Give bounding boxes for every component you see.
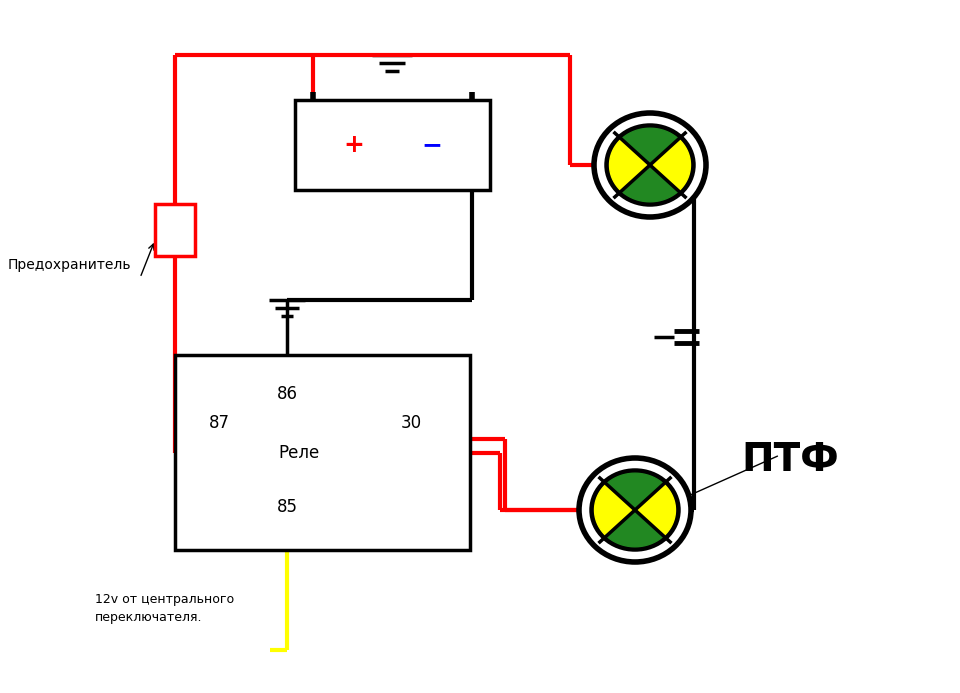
Polygon shape [621, 128, 679, 165]
Text: Предохранитель: Предохранитель [8, 258, 132, 272]
Polygon shape [610, 139, 650, 191]
Bar [175, 355, 470, 550]
Polygon shape [607, 510, 663, 547]
Ellipse shape [579, 458, 691, 562]
Polygon shape [594, 484, 635, 536]
Polygon shape [650, 139, 690, 191]
Text: 85: 85 [276, 498, 298, 516]
Bar [295, 100, 490, 190]
Bar [155, 204, 195, 256]
Polygon shape [635, 484, 676, 536]
Text: −: − [421, 133, 442, 157]
Text: 30: 30 [400, 414, 421, 432]
Ellipse shape [594, 113, 706, 217]
Text: +: + [343, 133, 364, 157]
Text: 87: 87 [208, 414, 229, 432]
Text: Реле: Реле [278, 444, 320, 462]
Polygon shape [607, 473, 663, 510]
Polygon shape [621, 165, 679, 202]
Text: ПТФ: ПТФ [741, 441, 839, 479]
Text: переключателя.: переключателя. [95, 611, 203, 624]
Text: 12v от центрального: 12v от центрального [95, 593, 234, 606]
Ellipse shape [591, 470, 679, 550]
Text: 86: 86 [276, 385, 298, 403]
Ellipse shape [606, 125, 694, 205]
Ellipse shape [600, 119, 700, 211]
Ellipse shape [585, 464, 685, 556]
